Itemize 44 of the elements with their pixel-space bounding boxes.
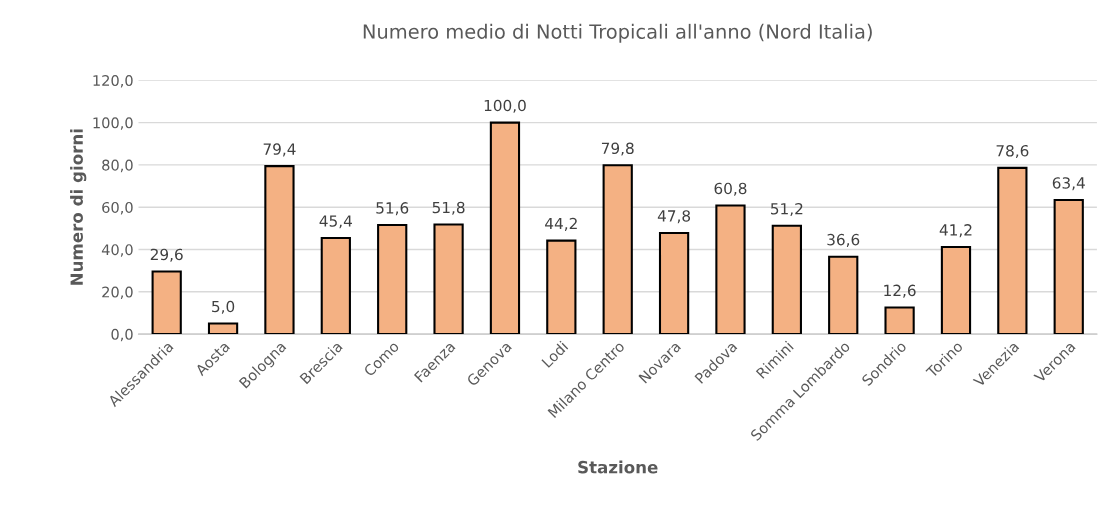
bar (433, 223, 464, 335)
y-tick-label: 120,0 (93, 75, 133, 88)
data-label: 41,2 (939, 224, 972, 238)
data-label: 79,4 (263, 143, 296, 157)
data-label: 44,2 (545, 217, 577, 231)
data-label: 51,2 (771, 202, 803, 217)
data-label: 100,0 (484, 99, 526, 113)
data-label: 79,8 (601, 142, 634, 156)
bar (489, 121, 521, 335)
bar (602, 164, 633, 335)
bar (207, 322, 239, 335)
data-label: 63,4 (1052, 177, 1085, 191)
data-label: 51,6 (376, 202, 409, 216)
data-label: 5,0 (212, 300, 235, 314)
y-tick-label: 20,0 (102, 286, 133, 300)
y-axis-title: Numero di giorni (70, 129, 87, 285)
y-tick-label: 80,0 (102, 159, 133, 173)
bar (997, 166, 1028, 335)
data-label: 47,8 (657, 210, 691, 224)
data-label: 12,6 (884, 284, 916, 298)
y-tick-label: 100,0 (93, 117, 133, 130)
bar (320, 237, 351, 335)
data-label: 29,6 (150, 248, 183, 262)
data-label: 60,8 (714, 182, 747, 196)
chart-title: Numero medio di Notti Tropicali all'anno (Nord Italia) (363, 23, 872, 43)
bar (828, 255, 859, 335)
data-label: 45,4 (319, 215, 352, 229)
y-tick-label: 40,0 (101, 244, 133, 257)
bar (658, 231, 690, 335)
bar (264, 165, 295, 335)
bar (377, 223, 408, 335)
data-label: 51,8 (432, 201, 465, 215)
bar (1053, 198, 1084, 335)
bar (715, 204, 746, 335)
data-label: 78,6 (996, 145, 1029, 159)
bar (884, 306, 915, 335)
bar (940, 245, 972, 335)
data-label: 36,6 (827, 233, 860, 247)
bar (771, 224, 802, 335)
y-tick-label: 60,0 (102, 201, 133, 215)
bar (151, 270, 182, 335)
bar (546, 239, 577, 335)
y-tick-label: 0,0 (111, 328, 133, 342)
x-axis-title: Stazione (578, 460, 658, 474)
